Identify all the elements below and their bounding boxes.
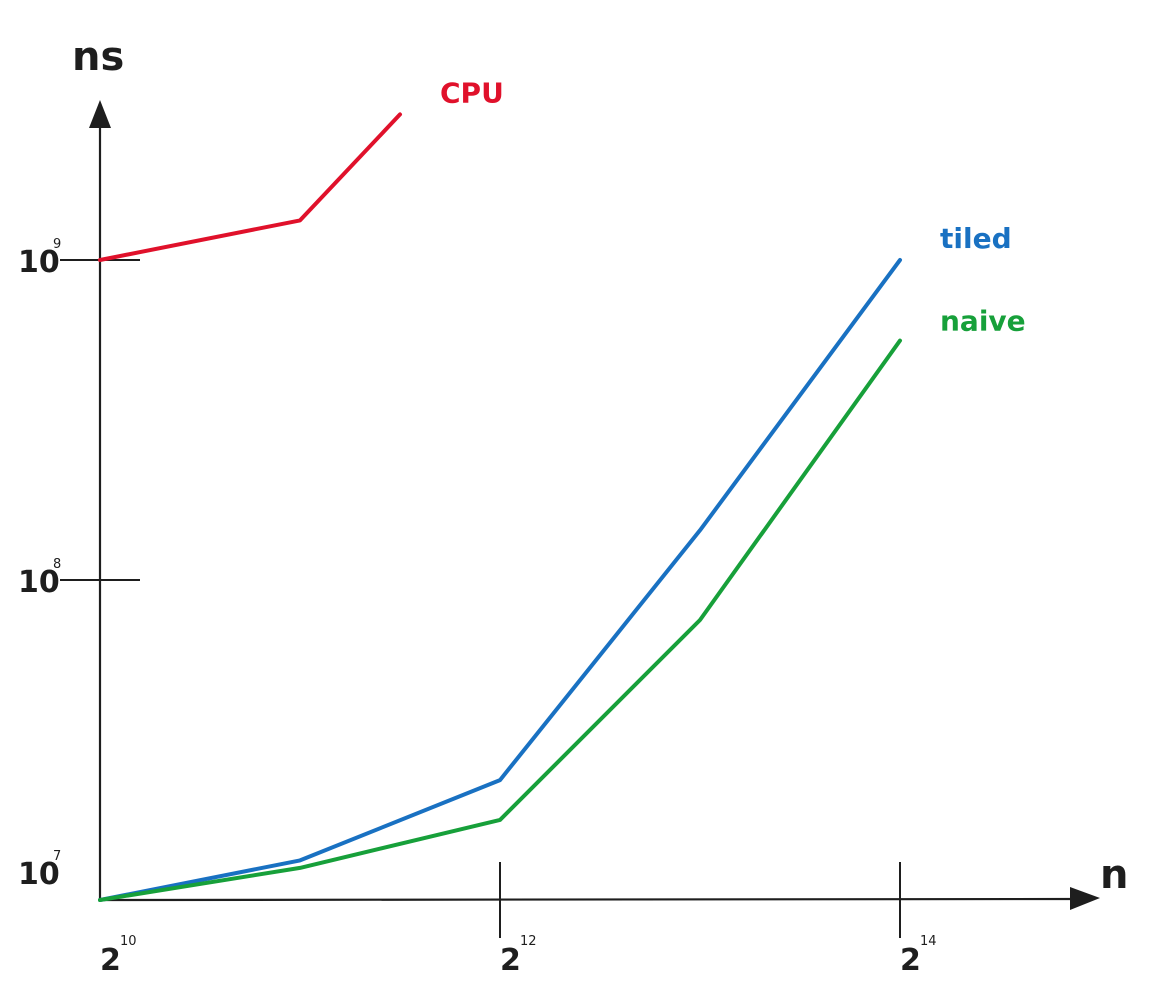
y-tick-label: 10 (18, 565, 60, 600)
y-tick-exponent: 9 (53, 237, 61, 252)
x-tick-exponent: 10 (120, 934, 137, 949)
labels: ns n (72, 34, 1128, 898)
x-tick-label: 2 (500, 943, 521, 978)
series-label-cpu: CPU (440, 76, 504, 109)
y-tick-exponent: 8 (53, 557, 61, 572)
series-label-naive: naive (940, 305, 1026, 338)
series-line-tiled (98, 258, 902, 902)
y-axis-arrowhead (89, 100, 111, 128)
x-axis-arrowhead (1070, 887, 1100, 910)
series-line-cpu (98, 112, 402, 262)
x-axis-label: n (1100, 852, 1128, 898)
x-tick-exponent: 12 (520, 934, 537, 949)
series-lines: CPU tiled naive (98, 76, 1026, 902)
y-axis-label: ns (72, 34, 124, 80)
axes (89, 100, 1100, 910)
x-tick-exponent: 14 (920, 934, 937, 949)
y-tick-label: 10 (18, 245, 60, 280)
x-axis-line (98, 897, 1082, 902)
x-tick-label: 2 (900, 943, 921, 978)
x-tick-label: 2 (100, 943, 121, 978)
series-label-tiled: tiled (940, 222, 1012, 255)
y-tick-label: 10 (18, 857, 60, 892)
y-tick-exponent: 7 (53, 849, 61, 864)
